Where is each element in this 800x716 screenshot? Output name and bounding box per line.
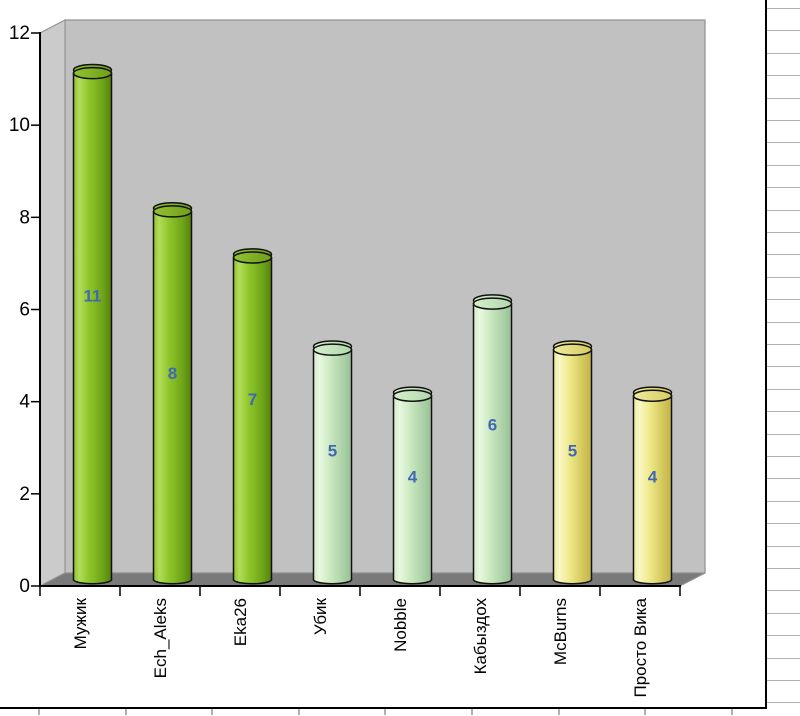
row-gridline <box>767 702 800 703</box>
cylinder-cap <box>472 297 513 310</box>
data-label-3: 5 <box>328 441 337 460</box>
row-gridline <box>767 254 800 255</box>
y-tick-label-6: 6 <box>19 300 30 321</box>
cylinder-cap <box>312 343 353 356</box>
bar-cylinder-0[interactable] <box>72 63 113 585</box>
row-gridline <box>767 165 800 166</box>
row-gridline <box>767 344 800 345</box>
category-label-2: Eka26 <box>231 598 250 646</box>
column-gridline <box>471 709 473 715</box>
data-label-4: 4 <box>408 467 418 486</box>
column-gridline <box>644 709 646 715</box>
column-gridline <box>731 709 733 715</box>
cylinder-cap <box>152 205 193 218</box>
bar-cylinder-1[interactable] <box>152 201 193 585</box>
row-gridline <box>767 30 800 31</box>
row-gridline <box>767 142 800 143</box>
data-label-7: 4 <box>648 467 658 486</box>
row-gridline <box>767 456 800 457</box>
cylinder-cap <box>392 389 433 403</box>
category-label-1: Ech_Aleks <box>151 598 170 678</box>
y-tick-label-4: 4 <box>19 392 30 413</box>
y-tick-label-10: 10 <box>9 115 30 136</box>
y-tick-label-8: 8 <box>19 207 30 228</box>
category-label-0: Мужик <box>71 597 90 649</box>
y-tick-label-2: 2 <box>19 484 30 505</box>
row-gridline <box>767 680 800 681</box>
chart-floor <box>39 572 706 587</box>
row-gridline <box>767 613 800 614</box>
bar-cylinder-7[interactable] <box>632 386 673 585</box>
row-gridline <box>767 120 800 121</box>
column-gridline <box>298 709 300 715</box>
cylinder-cap <box>232 251 273 264</box>
category-label-6: McBurns <box>551 598 570 665</box>
data-label-1: 8 <box>168 364 177 383</box>
cylinder-cap <box>72 66 113 80</box>
category-label-3: Убик <box>311 597 330 635</box>
column-gridline <box>38 709 40 715</box>
column-gridline <box>384 709 386 715</box>
worksheet-cells-right[interactable] <box>767 0 800 716</box>
bar-cylinder-4[interactable] <box>392 386 433 585</box>
row-gridline <box>767 658 800 659</box>
row-gridline <box>767 210 800 211</box>
row-gridline <box>767 434 800 435</box>
bar-cylinder-3[interactable] <box>312 340 353 585</box>
column-gridline <box>558 709 560 715</box>
category-label-5: Кабыздох <box>471 598 490 675</box>
bar-cylinder-6[interactable] <box>552 340 593 585</box>
row-gridline <box>767 366 800 367</box>
cylinder-bar-chart: 11 8 7 5 4 6 5 4 0 2 4 6 8 10 12 Мужик Ech_Aleks Eka26 Уби… <box>9 19 706 698</box>
row-gridline <box>767 568 800 569</box>
row-gridline <box>767 232 800 233</box>
worksheet-cells-bottom[interactable] <box>0 709 767 716</box>
row-gridline <box>767 75 800 76</box>
category-label-7: Просто Вика <box>631 597 650 697</box>
cylinder-cap <box>552 343 593 356</box>
row-gridline <box>767 277 800 278</box>
row-gridline <box>767 590 800 591</box>
row-gridline <box>767 8 800 9</box>
data-label-6: 5 <box>568 441 577 460</box>
column-gridline <box>125 709 127 715</box>
row-gridline <box>767 635 800 636</box>
row-gridline <box>767 187 800 188</box>
chart-side-wall <box>39 19 66 587</box>
category-label-4: Nobble <box>391 598 410 652</box>
y-tick-label-12: 12 <box>9 23 30 44</box>
row-gridline <box>767 299 800 300</box>
column-gridline <box>211 709 213 715</box>
row-gridline <box>767 322 800 323</box>
bar-cylinder-5[interactable] <box>472 294 513 585</box>
data-label-0: 11 <box>84 287 102 306</box>
data-label-5: 6 <box>488 416 497 435</box>
data-label-2: 7 <box>248 390 257 409</box>
row-gridline <box>767 53 800 54</box>
y-tick-label-0: 0 <box>19 576 30 597</box>
row-gridline <box>767 501 800 502</box>
chart-object[interactable]: 11 8 7 5 4 6 5 4 0 2 4 6 8 10 12 Мужик Ech_Aleks Eka26 Уби… <box>0 0 767 709</box>
row-gridline <box>767 389 800 390</box>
bar-cylinder-2[interactable] <box>232 248 273 585</box>
row-gridline <box>767 98 800 99</box>
cylinder-cap <box>632 389 673 403</box>
row-gridline <box>767 411 800 412</box>
row-gridline <box>767 478 800 479</box>
row-gridline <box>767 546 800 547</box>
row-gridline <box>767 523 800 524</box>
